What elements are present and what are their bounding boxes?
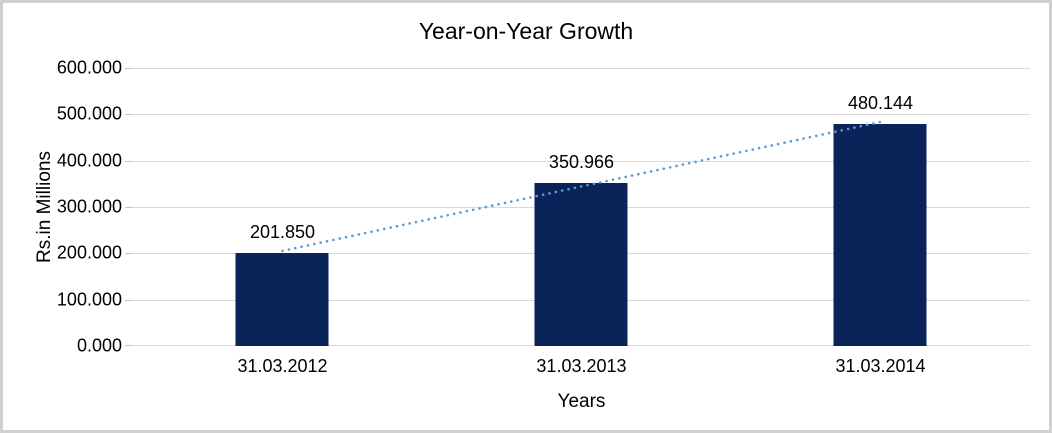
y-tick-label: 500.000 — [56, 103, 122, 124]
y-tick-label: 0.000 — [76, 335, 122, 356]
category-slot: 480.144 31.03.2014 — [731, 68, 1030, 376]
data-label: 480.144 — [847, 92, 914, 113]
y-axis-tickmark — [125, 253, 133, 255]
plot-area: 201.850 31.03.2012 350.966 31.03.2013 48… — [125, 68, 1030, 376]
x-tick-label: 31.03.2014 — [835, 356, 926, 376]
bar-2012: 201.850 — [235, 223, 329, 346]
chart-title: Year-on-Year Growth — [418, 18, 634, 44]
x-tick-label: 31.03.2012 — [237, 356, 328, 376]
y-axis-tickmark — [125, 114, 133, 116]
gridline — [133, 114, 1030, 116]
data-label: 350.966 — [548, 152, 615, 173]
gridline — [133, 160, 1030, 162]
category-slot: 350.966 31.03.2013 — [432, 68, 731, 376]
y-axis-tickmark — [125, 345, 133, 346]
y-axis-tickmark — [125, 299, 133, 301]
y-tick-label: 300.000 — [56, 196, 122, 217]
y-axis-tickmark — [125, 207, 133, 208]
x-tick-label: 31.03.2013 — [536, 356, 627, 376]
bar-2013: 350.966 — [534, 153, 628, 346]
y-axis-tickmark — [125, 68, 133, 69]
category-slot: 201.850 31.03.2012 — [133, 68, 432, 376]
y-tick-label: 100.000 — [56, 289, 122, 310]
y-tick-label: 600.000 — [56, 57, 122, 78]
gridline — [133, 68, 1030, 69]
data-label: 201.850 — [249, 221, 316, 242]
bar-2014: 480.144 — [833, 94, 927, 346]
y-axis-tick-labels: 600.000 500.000 400.000 300.000 200.000 … — [3, 58, 122, 356]
y-tick-label: 400.000 — [56, 150, 122, 171]
x-axis-title: Years — [557, 391, 606, 412]
y-axis-tickmark — [125, 160, 133, 162]
trendline-dotted — [281, 120, 882, 253]
y-tick-label: 200.000 — [56, 242, 122, 263]
